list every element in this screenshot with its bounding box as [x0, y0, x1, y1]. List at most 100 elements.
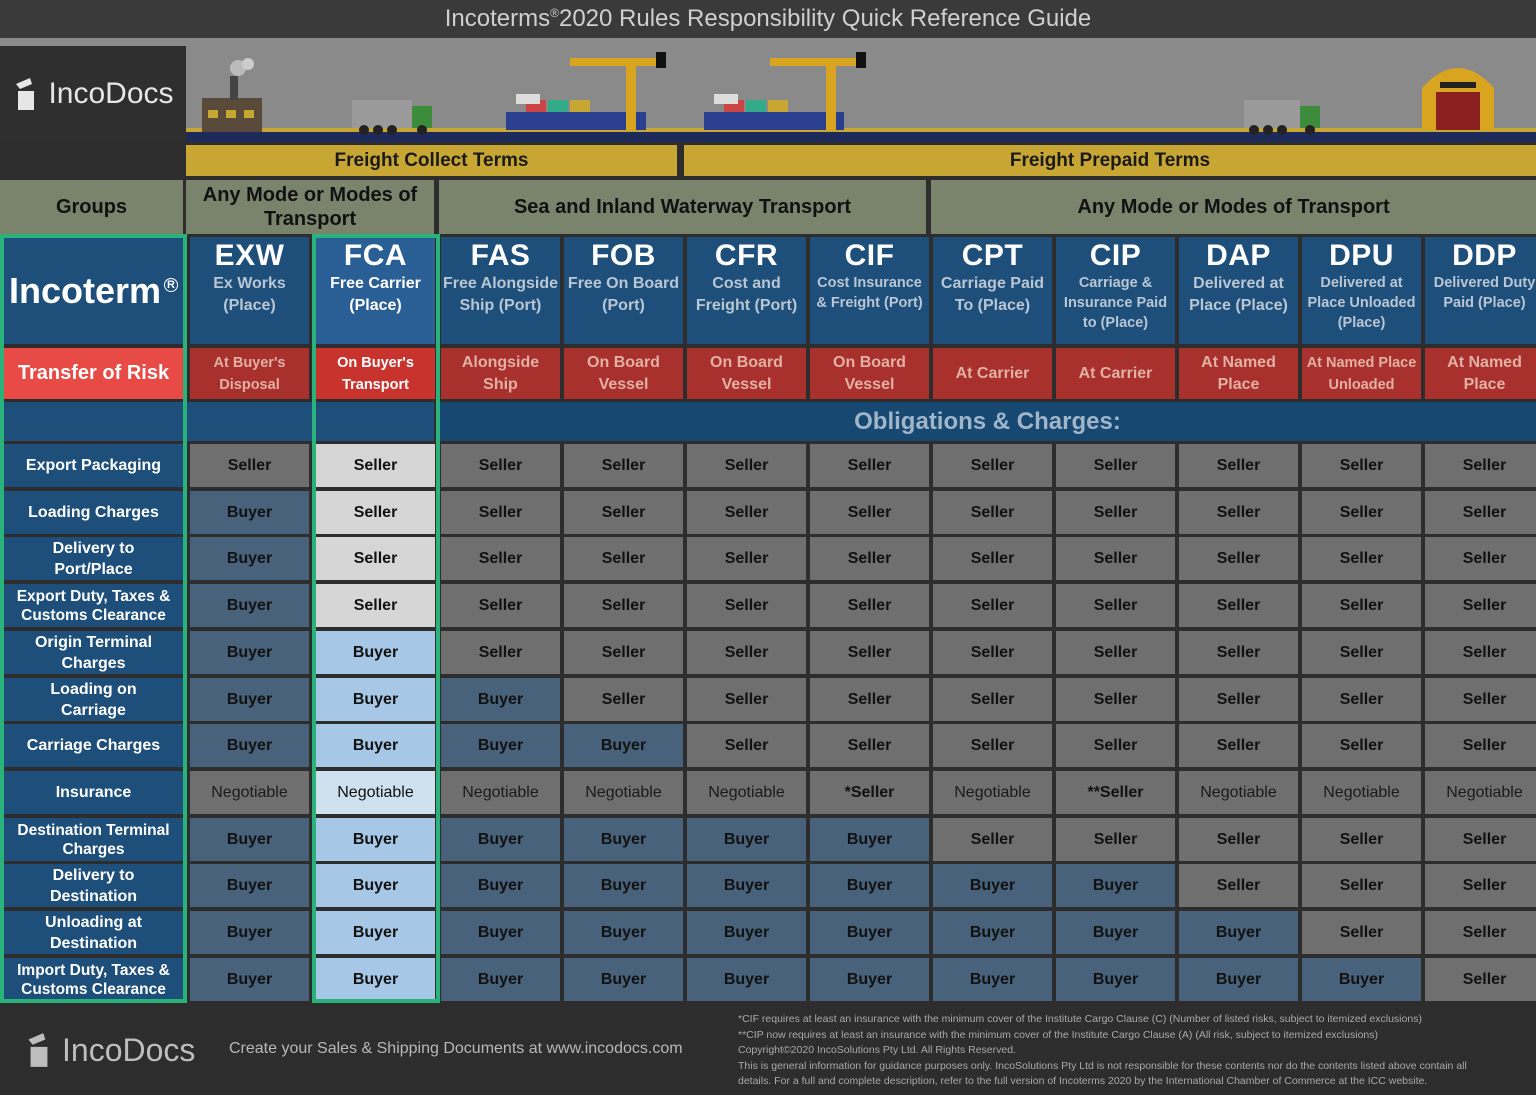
incoterm-column-exw[interactable]: EXW Ex Works (Place) [190, 237, 309, 344]
obligation-cell: Seller [810, 584, 929, 627]
obligation-cell: Buyer [564, 724, 683, 767]
transport-illustration [186, 38, 1536, 142]
obligation-cell: Buyer [1302, 958, 1421, 1001]
obligation-cell: Buyer [810, 864, 929, 907]
obligation-cell: Seller [316, 584, 435, 627]
obligation-cell: Buyer [687, 864, 806, 907]
incoterm-column-dpu[interactable]: DPU Delivered at Place Unloaded (Place) [1302, 237, 1421, 344]
obligation-cell: Seller [810, 537, 929, 580]
obligation-cell: Seller [1425, 958, 1536, 1001]
incoterm-code: FOB [591, 239, 656, 272]
incoterm-column-cip[interactable]: CIP Carriage & Insurance Paid to (Place) [1056, 237, 1175, 344]
obligation-cell: Negotiable [1179, 771, 1298, 814]
obligation-cell: Buyer [190, 864, 309, 907]
obligation-cell: Seller [1425, 584, 1536, 627]
incoterm-column-fas[interactable]: FAS Free Alongside Ship (Port) [441, 237, 560, 344]
obligation-cell: Buyer [687, 911, 806, 954]
obligation-cell: Seller [933, 818, 1052, 861]
obligation-cell: Buyer [1056, 864, 1175, 907]
obligation-label: Loading on Carriage [4, 678, 183, 721]
obligation-cell: Buyer [564, 911, 683, 954]
obligation-cell: Seller [687, 724, 806, 767]
obligation-label: Origin Terminal Charges [4, 631, 183, 674]
obligation-cell: Seller [1056, 678, 1175, 721]
brand-name: IncoDocs [48, 77, 174, 110]
obligation-cell: Seller [1179, 724, 1298, 767]
obligation-cell: Buyer [1179, 911, 1298, 954]
incoterm-column-dap[interactable]: DAP Delivered at Place (Place) [1179, 237, 1298, 344]
obligation-cell: Seller [441, 444, 560, 487]
obligation-cell: Seller [1302, 864, 1421, 907]
obligation-cell: Seller [933, 537, 1052, 580]
obligation-cell: Buyer [564, 958, 683, 1001]
footer-note: **CIP now requires at least an insurance… [738, 1028, 1378, 1041]
incoterm-label: Incoterm R [4, 237, 183, 344]
obligation-cell: Buyer [316, 864, 435, 907]
incoterm-code: DDP [1452, 239, 1517, 272]
incoterm-column-cpt[interactable]: CPT Carriage Paid To (Place) [933, 237, 1052, 344]
obligation-cell: Seller [810, 491, 929, 534]
obligation-cell: Buyer [687, 958, 806, 1001]
collect-spacer [186, 402, 434, 441]
obligation-cell: Seller [933, 444, 1052, 487]
crane-ship-icon [704, 52, 866, 130]
obligation-cell: Negotiable [687, 771, 806, 814]
transfer-of-risk-fas: Alongside Ship [441, 348, 560, 399]
obligation-cell: Buyer [190, 584, 309, 627]
incoterm-code: DAP [1206, 239, 1271, 272]
obligation-cell: Seller [1179, 818, 1298, 861]
transfer-of-risk-label: Transfer of Risk [4, 348, 183, 399]
obligation-cell: Negotiable [441, 771, 560, 814]
obligation-cell: Buyer [1179, 958, 1298, 1001]
obligation-cell: Seller [1302, 911, 1421, 954]
incoterm-column-fob[interactable]: FOB Free On Board (Port) [564, 237, 683, 344]
footer-tagline[interactable]: Create your Sales & Shipping Documents a… [229, 1040, 683, 1057]
obligation-label: Import Duty, Taxes & Customs Clearance [4, 958, 183, 1001]
incoterm-column-fca[interactable]: FCA Free Carrier (Place) [316, 237, 435, 344]
obligation-cell: Seller [810, 444, 929, 487]
transfer-of-risk-dap: At Named Place [1179, 348, 1298, 399]
registered-mark: ® [550, 6, 559, 20]
obligation-cell: Seller [1179, 678, 1298, 721]
brand-logo[interactable]: IncoDocs [0, 46, 186, 142]
obligation-cell: Buyer [190, 491, 309, 534]
truck-icon [352, 100, 432, 135]
transfer-of-risk-cfr: On Board Vessel [687, 348, 806, 399]
transfer-of-risk-cip: At Carrier [1056, 348, 1175, 399]
obligation-cell: Seller [1056, 491, 1175, 534]
obligation-cell: Seller [1425, 631, 1536, 674]
truck-icon [1244, 100, 1320, 135]
transfer-of-risk-fob: On Board Vessel [564, 348, 683, 399]
incoterm-column-cfr[interactable]: CFR Cost and Freight (Port) [687, 237, 806, 344]
obligation-cell: Negotiable [564, 771, 683, 814]
page-title-bar: Incoterms®2020 Rules Responsibility Quic… [0, 0, 1536, 38]
factory-icon [202, 58, 262, 132]
obligation-cell: Seller [190, 444, 309, 487]
obligation-cell: Buyer [441, 818, 560, 861]
incoterm-code: FAS [470, 239, 531, 272]
obligation-cell: Seller [1425, 491, 1536, 534]
footer-note: Copyright©2020 IncoSolutions Pty Ltd. Al… [738, 1044, 1016, 1056]
incoterm-column-ddp[interactable]: DDP Delivered Duty Paid (Place) [1425, 237, 1536, 344]
incoterm-column-cif[interactable]: CIF Cost Insurance & Freight (Port) [810, 237, 929, 344]
obligation-cell: Seller [1056, 631, 1175, 674]
obligation-cell: Buyer [316, 818, 435, 861]
obligation-cell: Negotiable [1425, 771, 1536, 814]
obligation-label: Carriage Charges [4, 724, 183, 767]
obligation-cell: Buyer [190, 818, 309, 861]
footer-brand-logo[interactable]: IncoDocs [24, 1026, 195, 1074]
obligation-cell: Seller [1302, 537, 1421, 580]
obligation-cell: Seller [441, 631, 560, 674]
obligation-cell: Seller [1056, 444, 1175, 487]
registered-mark: R [164, 277, 178, 292]
obligation-cell: Seller [1179, 631, 1298, 674]
obligation-cell: Seller [810, 724, 929, 767]
obligation-cell: Buyer [316, 678, 435, 721]
incoterm-code: CPT [961, 239, 1024, 272]
transfer-of-risk-cpt: At Carrier [933, 348, 1052, 399]
obligation-cell: Seller [1425, 864, 1536, 907]
obligation-cell: Buyer [190, 911, 309, 954]
obligation-cell: Seller [687, 584, 806, 627]
obligation-label: Unloading at Destination [4, 911, 183, 954]
obligation-cell: Seller [1179, 584, 1298, 627]
